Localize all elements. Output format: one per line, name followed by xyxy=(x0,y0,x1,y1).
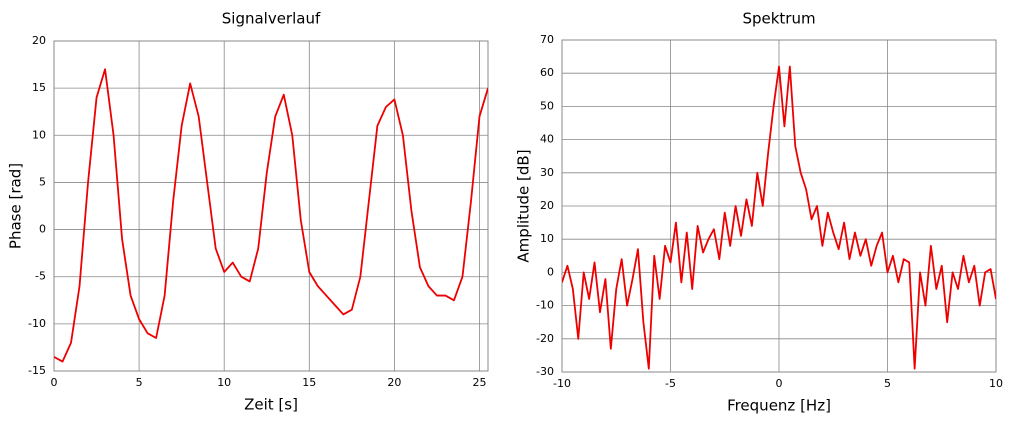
chart-title: Signalverlauf xyxy=(222,10,321,28)
x-tick-label: -10 xyxy=(553,377,571,390)
x-axis-label: Frequenz [Hz] xyxy=(727,397,831,415)
x-tick-label: 10 xyxy=(217,376,231,389)
y-tick-label: -15 xyxy=(28,364,46,377)
x-tick-label: -5 xyxy=(665,377,676,390)
x-tick-label: 10 xyxy=(989,377,1003,390)
y-tick-label: -5 xyxy=(35,270,46,283)
y-tick-label: -20 xyxy=(536,332,554,345)
chart-title: Spektrum xyxy=(742,10,815,28)
y-tick-label: 60 xyxy=(540,66,554,79)
data-line xyxy=(562,65,996,370)
x-axis-label: Zeit [s] xyxy=(244,396,298,414)
y-tick-label: 30 xyxy=(540,166,554,179)
y-tick-label: 20 xyxy=(32,34,46,47)
plot-frame xyxy=(53,40,489,372)
y-tick-label: 40 xyxy=(540,133,554,146)
y-tick-label: 15 xyxy=(32,81,46,94)
y-tick-label: -10 xyxy=(28,317,46,330)
x-tick-label: 0 xyxy=(776,377,783,390)
x-tick-label: 25 xyxy=(472,376,486,389)
x-tick-label: 0 xyxy=(51,376,58,389)
y-axis-label: Amplitude [dB] xyxy=(515,149,533,262)
y-tick-label: 50 xyxy=(540,99,554,112)
x-tick-label: 15 xyxy=(302,376,316,389)
y-tick-label: 0 xyxy=(547,265,554,278)
y-tick-label: 0 xyxy=(39,223,46,236)
y-tick-label: 20 xyxy=(540,199,554,212)
y-tick-label: -30 xyxy=(536,365,554,378)
y-tick-label: 70 xyxy=(540,33,554,46)
x-tick-label: 5 xyxy=(884,377,891,390)
chart: -15 -10 -5 0 5 10 15 20 0 5 10 15 20 25 Signalverlauf Z… xyxy=(7,10,489,414)
y-tick-label: 10 xyxy=(32,128,46,141)
y-tick-label: 10 xyxy=(540,232,554,245)
x-tick-label: 5 xyxy=(136,376,143,389)
y-tick-label: 5 xyxy=(39,175,46,188)
data-line xyxy=(54,68,488,363)
y-axis-label: Phase [rad] xyxy=(7,163,25,249)
chart: -30 -20 -10 0 10 20 30 40 50 60 70 -10 -5 0 5 10 Spektru… xyxy=(515,10,1004,415)
y-tick-label: -10 xyxy=(536,299,554,312)
x-tick-label: 20 xyxy=(387,376,401,389)
plot-frame xyxy=(561,39,997,373)
